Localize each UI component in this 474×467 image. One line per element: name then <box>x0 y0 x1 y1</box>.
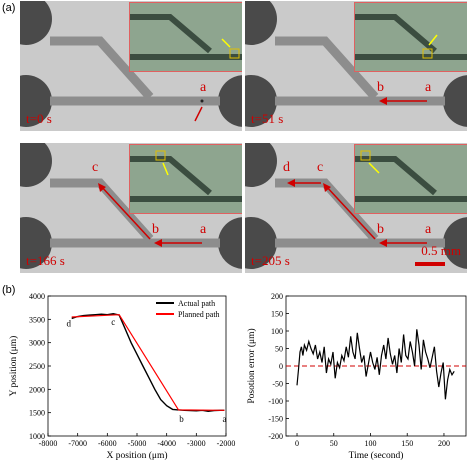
y-axis-label: Posotion error (μm) <box>246 328 257 403</box>
point-label-b: b <box>377 80 384 95</box>
micrograph-t0: a t=0 s <box>20 1 242 131</box>
time-label: t=0 s <box>26 111 52 126</box>
x-tick-label: 50 <box>330 439 338 448</box>
scale-bar-label: 0.5 mm <box>421 243 461 258</box>
y-tick-label: 100 <box>271 327 283 336</box>
point-label-b: b <box>377 222 384 237</box>
y-tick-label: 150 <box>271 310 283 319</box>
x-tick-label: -6000 <box>98 439 117 448</box>
panel-b-tag: (b) <box>2 284 16 296</box>
x-tick-label: -3000 <box>187 439 206 448</box>
inset-zoom <box>129 144 242 214</box>
point-label-a: a <box>425 222 432 237</box>
legend-label: Actual path <box>178 299 215 308</box>
point-label-d: d <box>283 160 290 175</box>
y-tick-label: 1000 <box>29 432 45 441</box>
point-label-a: a <box>200 222 207 237</box>
x-axis-label: Time (second) <box>349 450 404 461</box>
y-tick-label: 200 <box>271 292 283 301</box>
y-tick-label: 3000 <box>29 339 45 348</box>
x-tick-label: -5000 <box>128 439 147 448</box>
point-label-c: c <box>92 160 99 175</box>
x-tick-label: -8000 <box>39 439 58 448</box>
micrograph-t205: d c b a t=205 s 0.5 mm <box>245 143 467 273</box>
y-tick-label: 4000 <box>29 292 45 301</box>
point-label-a: a <box>200 80 207 95</box>
x-tick-label: -4000 <box>157 439 176 448</box>
x-tick-label: 200 <box>438 439 450 448</box>
scale-bar <box>415 262 445 266</box>
path-chart: -8000 -7000 -6000 -5000 -4000 -3000 -2000 1000 1… <box>8 292 236 461</box>
x-tick-label: 100 <box>364 439 376 448</box>
path-point-label: c <box>111 317 115 327</box>
path-point-label: b <box>179 414 184 424</box>
x-tick-label: -7000 <box>68 439 87 448</box>
y-tick-label: 50 <box>275 345 283 354</box>
point-label-b: b <box>152 222 159 237</box>
x-tick-label: 0 <box>295 439 299 448</box>
x-axis-label: X position (μm) <box>106 450 167 461</box>
time-label: t=166 s <box>26 253 65 268</box>
x-tick-label: -2000 <box>217 439 236 448</box>
y-axis-label: Y position (μm) <box>8 336 19 397</box>
inset-zoom <box>129 2 242 72</box>
series-line-0 <box>71 312 225 413</box>
y-tick-label: 3500 <box>29 315 45 324</box>
point-label-c: c <box>317 160 324 175</box>
series-line-1 <box>71 314 225 411</box>
y-tick-label: -50 <box>272 380 283 389</box>
inset-zoom <box>354 144 467 214</box>
y-tick-label: 1500 <box>29 409 45 418</box>
path-point-label: d <box>67 318 72 328</box>
path-point-label: a <box>223 414 227 424</box>
y-tick-label: 2500 <box>29 362 45 371</box>
micrograph-t51: b a t=51 s <box>245 1 467 131</box>
inset-zoom <box>354 2 467 72</box>
legend-label: Planned path <box>178 310 220 319</box>
arrow-annotation <box>194 99 204 122</box>
panel-a-tag: (a) <box>2 2 16 14</box>
x-tick-label: 150 <box>401 439 413 448</box>
y-tick-label: 0 <box>279 362 283 371</box>
series-line-0 <box>296 329 455 400</box>
y-tick-label: 2000 <box>29 385 45 394</box>
y-tick-label: -200 <box>268 432 283 441</box>
point-label-a: a <box>425 80 432 95</box>
time-label: t=205 s <box>251 253 290 268</box>
y-tick-label: -150 <box>268 415 283 424</box>
micrograph-t166: c b a t=166 s <box>20 143 242 273</box>
time-label: t=51 s <box>251 111 284 126</box>
y-tick-label: -100 <box>268 397 283 406</box>
error-chart: 0 50 100 150 200 -200 -150 -100 -50 0 50 100 150 200 T… <box>246 292 467 461</box>
